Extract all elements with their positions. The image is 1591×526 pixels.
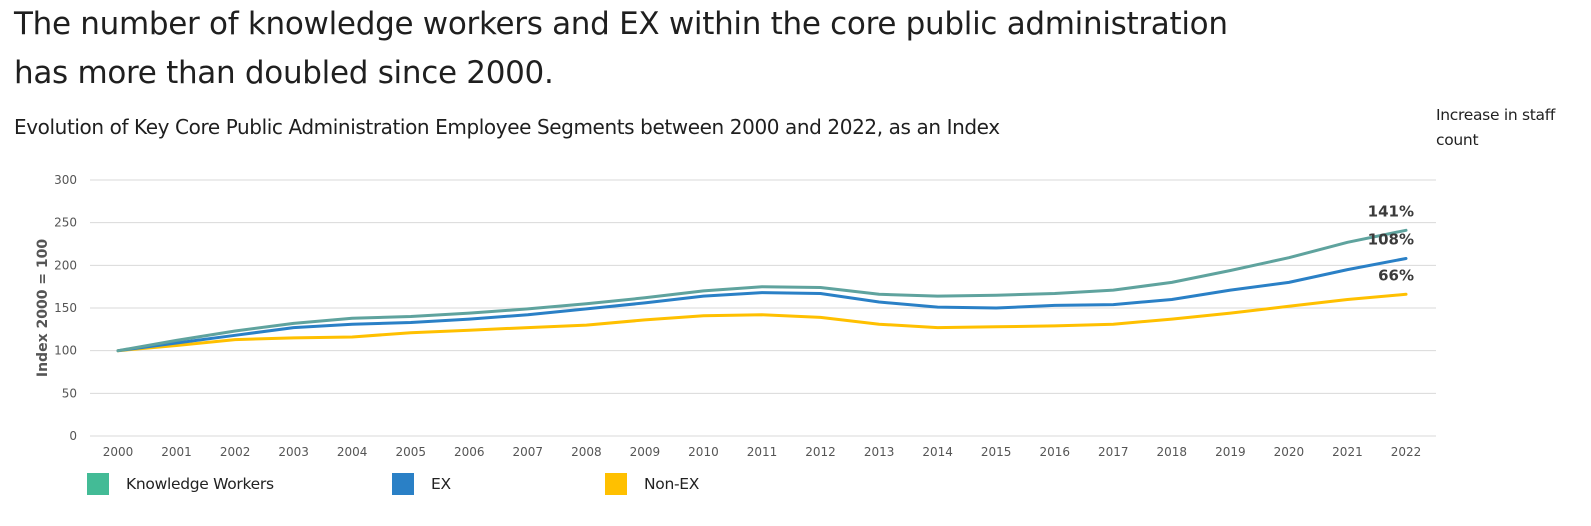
x-tick-label: 2003 (278, 445, 309, 459)
x-axis-ticks: 2000 2001 2002 2003 2004 2005 2006 2007 2008 2009… (103, 445, 1422, 459)
y-axis-ticks: 0 50 100 150 200 250 300 (54, 173, 77, 443)
legend-label: Non-EX (644, 475, 700, 493)
series-line-non-ex (116, 292, 1408, 353)
y-tick-label: 0 (69, 429, 77, 443)
series-line-ex (116, 257, 1408, 353)
x-tick-label: 2011 (747, 445, 778, 459)
x-tick-label: 2000 (103, 445, 134, 459)
y-tick-label: 100 (54, 344, 77, 358)
y-tick-label: 200 (54, 258, 77, 272)
end-labels: 141% 108% 66% (1368, 202, 1414, 284)
chart-title: Evolution of Key Core Public Administrat… (14, 115, 1000, 139)
legend-item-non-ex[interactable]: Non-EX (605, 472, 699, 496)
headline: The number of knowledge workers and EX w… (14, 6, 1228, 91)
x-tick-label: 2004 (337, 445, 368, 459)
end-label-non-ex: 66% (1378, 266, 1414, 284)
x-tick-label: 2020 (1274, 445, 1305, 459)
y-tick-label: 150 (54, 301, 77, 315)
x-tick-label: 2016 (1039, 445, 1070, 459)
end-label-ex: 108% (1368, 231, 1414, 249)
series-line-knowledge-workers (116, 228, 1408, 353)
x-tick-label: 2021 (1332, 445, 1363, 459)
legend-swatch-ex (392, 473, 414, 495)
legend-label: EX (431, 475, 451, 493)
x-tick-label: 2017 (1098, 445, 1129, 459)
y-axis-label: Index 2000 = 100 (35, 239, 51, 378)
legend-label: Knowledge Workers (126, 475, 274, 493)
x-tick-label: 2002 (220, 445, 251, 459)
legend-swatch-knowledge-workers (87, 473, 109, 495)
x-tick-label: 2007 (513, 445, 544, 459)
x-tick-label: 2019 (1215, 445, 1246, 459)
x-tick-label: 2005 (395, 445, 426, 459)
x-tick-label: 2010 (688, 445, 719, 459)
x-tick-label: 2022 (1391, 445, 1422, 459)
x-tick-label: 2012 (805, 445, 836, 459)
x-tick-label: 2013 (864, 445, 895, 459)
series-lines (116, 228, 1408, 353)
legend-swatch-non-ex (605, 473, 627, 495)
legend-item-ex[interactable]: EX (392, 472, 451, 496)
y-tick-label: 300 (54, 173, 77, 187)
x-tick-label: 2008 (571, 445, 602, 459)
side-note: Increase in staff count (1436, 106, 1556, 149)
x-tick-label: 2018 (1157, 445, 1188, 459)
x-tick-label: 2001 (161, 445, 192, 459)
x-tick-label: 2009 (630, 445, 661, 459)
x-tick-label: 2014 (922, 445, 953, 459)
legend-item-knowledge-workers[interactable]: Knowledge Workers (87, 472, 274, 496)
legend: Knowledge Workers EX Non-EX (0, 472, 1591, 498)
y-tick-label: 250 (54, 216, 77, 230)
y-tick-label: 50 (62, 386, 77, 400)
end-label-knowledge-workers: 141% (1368, 202, 1414, 220)
gridlines (90, 179, 1436, 437)
x-tick-label: 2006 (454, 445, 485, 459)
x-tick-label: 2015 (981, 445, 1012, 459)
